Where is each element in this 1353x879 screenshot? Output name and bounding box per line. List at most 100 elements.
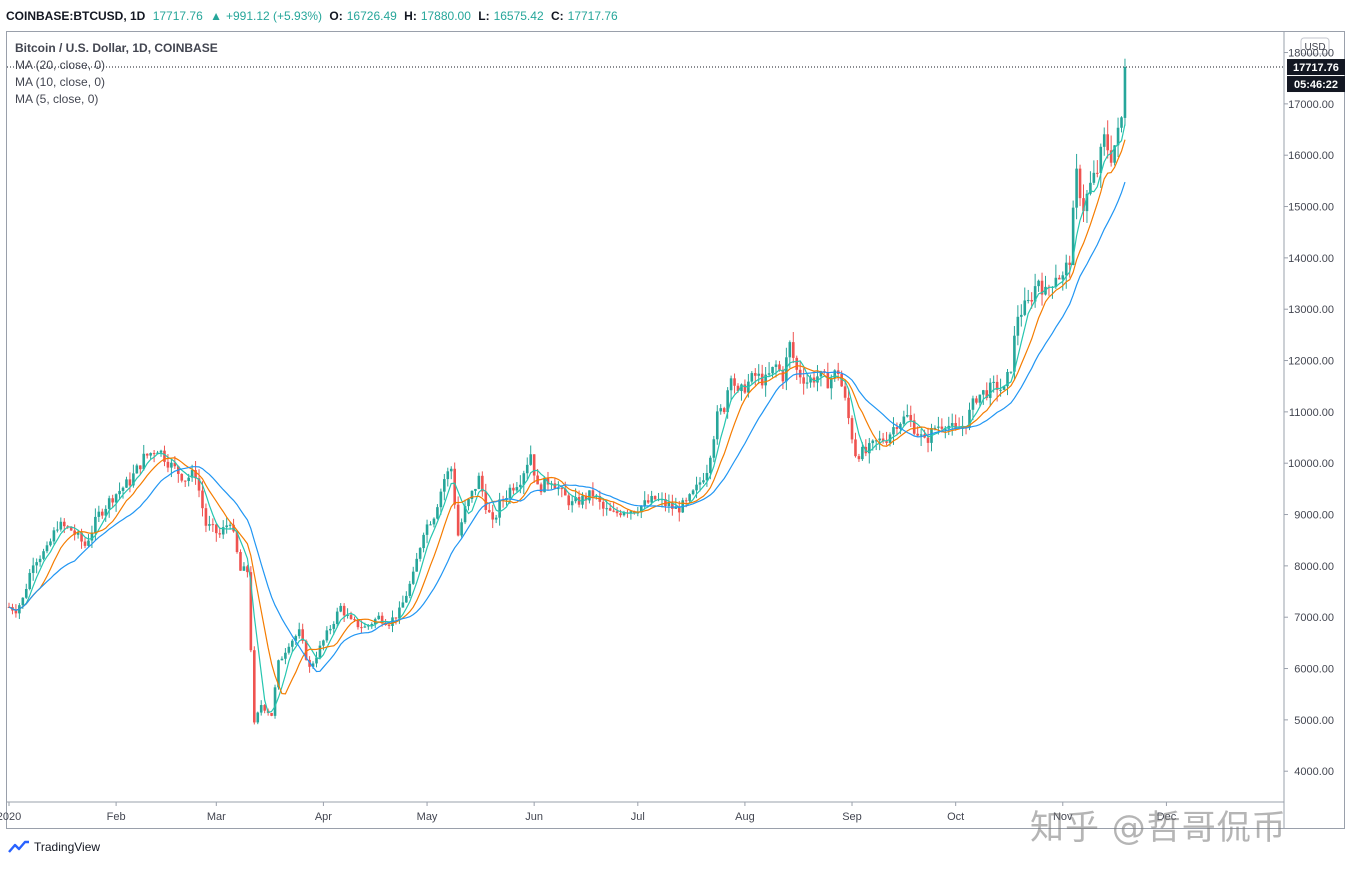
candle-body (912, 420, 916, 434)
candle-body (384, 623, 387, 626)
candle-body (605, 508, 609, 510)
candle-body (847, 397, 850, 419)
x-tick-label: Mar (207, 811, 226, 823)
candle-body (584, 495, 588, 501)
candle-body (570, 501, 574, 506)
candle-body (59, 521, 63, 530)
candle-body (1037, 280, 1040, 287)
candle-body (1116, 127, 1120, 146)
ma20-line (8, 181, 1126, 673)
candle-body (491, 512, 494, 520)
candle-body (857, 456, 861, 460)
candle-body (1099, 146, 1103, 173)
candle-body (861, 446, 864, 460)
candle-body (1109, 150, 1113, 163)
candle-body (795, 357, 799, 370)
currency-button[interactable] (1300, 37, 1330, 55)
candle-body (87, 540, 90, 546)
currency-label: USD (1304, 42, 1325, 53)
candle-body (1071, 207, 1075, 265)
candle-body (1068, 262, 1071, 265)
candle-body (595, 496, 598, 498)
candle-body (591, 490, 595, 497)
candle-body (1102, 134, 1106, 147)
candle-body (94, 516, 97, 533)
candle-body (360, 627, 363, 629)
candle-body (909, 414, 913, 421)
x-tick-label: Dec (1157, 811, 1177, 823)
candle-body (163, 450, 166, 462)
candle-body (125, 479, 128, 488)
candle-body (456, 504, 460, 536)
candle-body (335, 611, 339, 624)
candle-body (42, 551, 45, 559)
candle-body (695, 484, 698, 491)
candle-body (332, 623, 336, 629)
candle-body (992, 381, 995, 383)
candle-body (135, 465, 139, 474)
candle-body (273, 687, 277, 716)
candle-body (256, 712, 260, 723)
legend-ma20[interactable]: MA (20, close, 0) (15, 58, 106, 72)
candle-body (104, 508, 108, 516)
high-value: 17880.00 (420, 9, 471, 23)
x-tick-label: Jun (525, 811, 543, 823)
y-tick-label: 5000.00 (1294, 715, 1334, 727)
ma10-line (8, 139, 1126, 695)
candle-body (916, 433, 919, 436)
candle-body (377, 615, 380, 620)
candle-body (691, 490, 695, 495)
legend-ma5[interactable]: MA (5, close, 0) (15, 92, 99, 106)
candle-body (850, 418, 854, 440)
candle-body (919, 434, 923, 436)
candle-body (705, 472, 709, 481)
candle-body (750, 373, 754, 382)
candle-body (950, 423, 954, 426)
footer-brand[interactable]: TradingView (8, 840, 100, 854)
candle-body (242, 566, 246, 571)
candle-body (1075, 168, 1078, 208)
candle-body (342, 605, 346, 616)
candle-body (138, 465, 142, 470)
candle-body (45, 545, 49, 552)
candle-body (204, 508, 208, 526)
candle-body (166, 461, 170, 468)
candle-body (346, 614, 349, 616)
candle-body (719, 408, 723, 412)
tradingview-logo-icon (8, 840, 29, 853)
legend-ma10[interactable]: MA (10, close, 0) (15, 75, 106, 89)
chart-frame[interactable] (6, 31, 1345, 829)
candle-body (173, 462, 177, 467)
symbol-label[interactable]: COINBASE:BTCUSD, 1D (6, 9, 146, 23)
candle-body (235, 531, 239, 553)
y-tick-label: 15000.00 (1288, 202, 1334, 214)
candle-body (460, 522, 463, 536)
candle-body (543, 477, 546, 493)
candle-body (322, 640, 325, 646)
candle-body (709, 457, 712, 473)
candle-body (387, 625, 391, 627)
candle-body (874, 440, 878, 442)
candle-body (498, 499, 501, 518)
candle-body (14, 610, 18, 614)
candle-body (512, 487, 515, 491)
candle-body (463, 506, 467, 523)
candle-body (297, 629, 301, 637)
candle-body (318, 645, 322, 658)
y-tick-label: 8000.00 (1294, 561, 1334, 573)
candle-body (671, 503, 674, 509)
up-arrow-icon: ▲ (210, 9, 222, 23)
candle-body (944, 428, 947, 430)
candle-body (937, 426, 940, 428)
candle-body (353, 619, 356, 621)
candle-body (208, 524, 211, 526)
legend-title: Bitcoin / U.S. Dollar, 1D, COINBASE (15, 41, 218, 55)
candle-body (277, 660, 280, 688)
candle-body (415, 558, 418, 572)
candle-body (197, 478, 201, 491)
candle-body (878, 438, 881, 441)
candle-body (301, 629, 304, 641)
change-value: +991.12 (+5.93%) (225, 9, 323, 23)
candle-body (560, 488, 564, 490)
